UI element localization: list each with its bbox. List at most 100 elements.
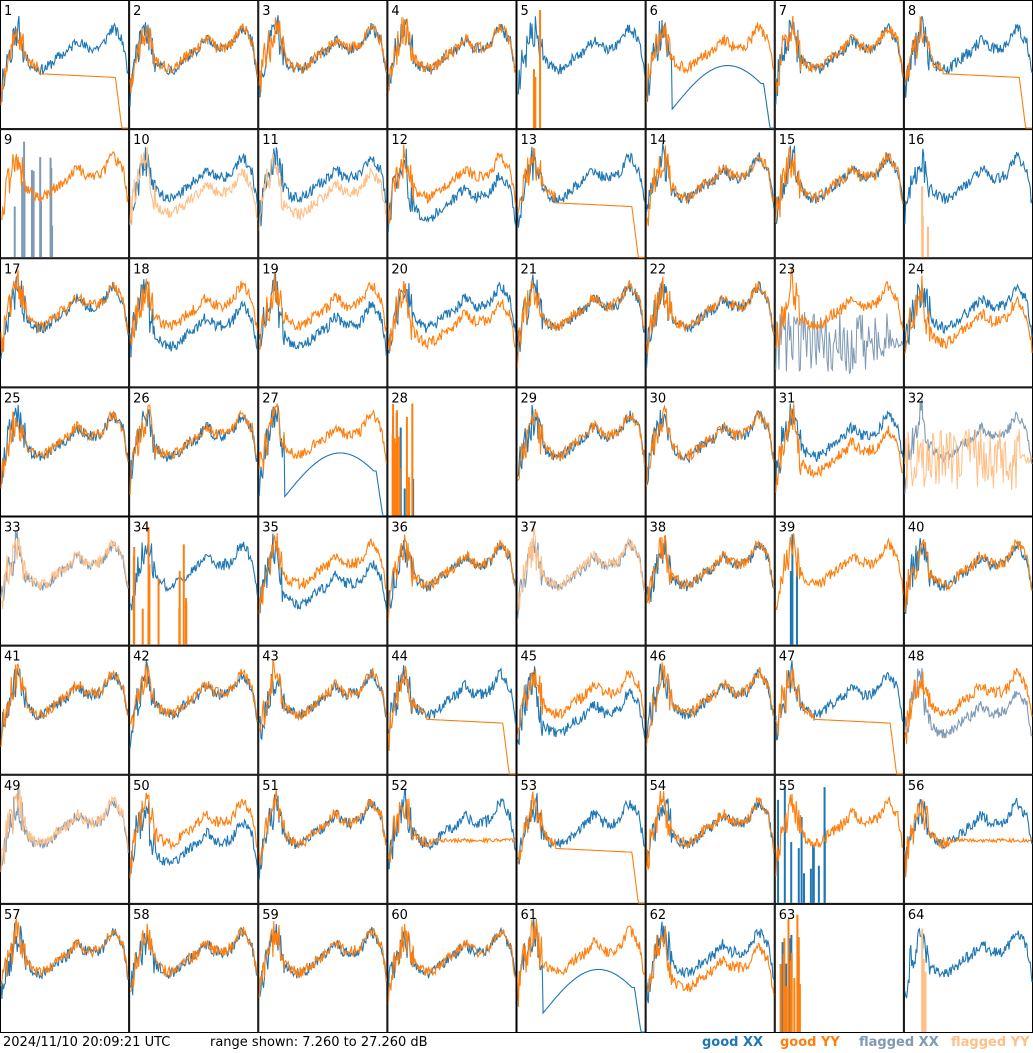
panel-frame [129,516,259,646]
series-yy-61 [516,918,646,1007]
panel-47: 47 [774,645,904,775]
panel-label: 62 [650,908,667,923]
series-xx-16 [904,148,1033,225]
panel-frame [129,903,259,1033]
panel-label: 51 [262,779,279,794]
series-xx-45 [516,666,646,746]
panel-36: 36 [387,516,517,646]
legend-good-xx: good XX [702,1035,764,1050]
panel-label: 43 [262,650,279,665]
panel-frame [774,774,904,904]
panel-39: 39 [774,516,904,646]
series-yy-24 [904,275,1033,354]
panel-label: 1 [4,4,12,19]
panel-45: 45 [516,645,646,775]
series-yy-40 [904,538,1033,613]
panel-16: 16 [903,129,1033,259]
panel-frame [129,774,259,904]
series-xx-5 [517,16,646,95]
panel-label: 10 [133,133,150,148]
panel-frame [645,645,775,775]
series-yy-51 [258,789,387,866]
series-xx-53 [516,793,645,865]
panel-frame [258,774,388,904]
panel-label: 12 [391,133,408,148]
series-xx-37 [516,538,646,622]
panel-frame [516,903,646,1033]
panel-label: 59 [262,908,279,923]
series-xx-40 [904,538,1033,614]
series-xx-19 [258,273,387,357]
panel-frame [645,129,775,259]
series-yy-54 [646,790,775,871]
panel-label: 11 [262,133,279,148]
series-xx-42 [129,659,258,749]
panel-6: 6 [645,0,775,130]
panel-52: 52 [387,774,517,904]
legend-flagged-yy: flagged YY [951,1035,1030,1050]
panel-2: 2 [129,0,259,130]
panel-label: 61 [521,908,538,923]
panel-label: 64 [908,908,925,923]
panel-frame [129,387,259,517]
panel-label: 54 [650,779,667,794]
panel-frame [129,645,259,775]
series-yy-33 [0,537,129,610]
series-yy-49 [0,787,129,873]
panel-label: 25 [4,391,21,406]
series-yy-25 [0,410,129,489]
panel-1: 1 [0,0,130,130]
series-xx-35 [258,533,387,614]
panel-frame [645,0,775,130]
panel-label: 24 [908,262,925,277]
series-yy-47 [775,667,903,775]
panel-frame [516,774,646,904]
panel-13: 13 [516,129,646,259]
panel-63: 63 [774,903,904,1033]
panel-9: 9 [0,129,130,259]
panel-label: 32 [908,391,925,406]
panel-frame [387,0,517,130]
panel-49: 49 [0,774,130,904]
panel-label: 19 [262,262,279,277]
panel-48: 48 [903,645,1033,775]
series-yy-36 [387,534,516,620]
series-yy-4 [387,16,517,92]
legend-good-yy: good YY [780,1035,840,1050]
panel-59: 59 [258,903,388,1033]
panel-label: 6 [650,4,658,19]
panel-label: 38 [650,521,667,536]
series-xx-44 [387,665,517,736]
panel-frame [774,516,904,646]
panel-11: 11 [258,129,388,259]
panel-label: 17 [4,262,21,277]
series-yy-37 [517,526,646,611]
panel-frame [645,774,775,904]
series-yy-59 [258,921,387,998]
panel-44: 44 [387,645,517,775]
series-yy-62 [646,925,775,996]
panel-frame [258,516,388,646]
panel-5: 5 [516,0,646,130]
panel-frame [258,0,388,130]
panel-37: 37 [516,516,646,646]
panel-24: 24 [903,258,1033,388]
panel-label: 29 [521,391,538,406]
panel-label: 34 [133,521,150,536]
series-yy-55 [775,793,904,877]
series-yy-6 [646,22,775,104]
panel-label: 31 [779,391,796,406]
panel-label: 16 [908,133,925,148]
series-yy-42 [129,664,258,729]
series-yy-35 [258,532,387,615]
panel-frame [774,387,904,517]
series-yy-43 [258,660,387,732]
panel-label: 57 [4,908,21,923]
series-xx-1 [0,15,129,103]
series-yy-60 [387,923,516,1004]
series-yy-48 [904,668,1033,745]
panel-57: 57 [0,903,130,1033]
panel-frame [903,645,1033,775]
panel-label: 23 [779,262,796,277]
series-yy-50 [129,792,258,878]
